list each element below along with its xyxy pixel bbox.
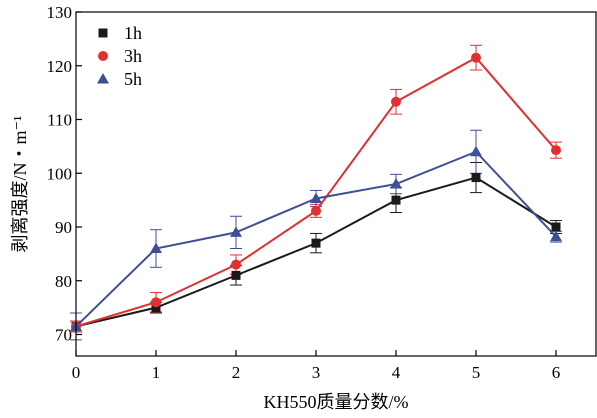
data-point-5h xyxy=(550,230,562,242)
data-point-1h xyxy=(151,303,161,313)
markers-layer xyxy=(70,52,562,332)
y-tick-label: 70 xyxy=(55,326,72,345)
legend-entry-3h: 3h xyxy=(98,46,142,66)
y-axis-title: 剥离强度/N・m⁻¹ xyxy=(10,116,30,253)
data-point-1h xyxy=(471,173,481,183)
plot-frame xyxy=(75,11,597,357)
data-point-1h xyxy=(311,238,321,248)
x-tick-label: 5 xyxy=(472,363,481,382)
legend-entry-1h: 1h xyxy=(98,23,142,43)
data-point-3h xyxy=(231,259,241,270)
data-point-1h xyxy=(231,270,241,280)
y-tick-label: 100 xyxy=(47,164,73,183)
x-tick-label: 2 xyxy=(232,363,241,382)
x-tick-label: 0 xyxy=(72,363,81,382)
y-tick-label: 130 xyxy=(47,3,73,22)
data-point-5h xyxy=(470,145,482,157)
data-point-3h xyxy=(471,52,481,63)
legend-marker-3h xyxy=(98,51,108,61)
data-point-3h xyxy=(391,96,401,107)
x-tick-label: 3 xyxy=(312,363,321,382)
legend-label-1h: 1h xyxy=(124,23,142,43)
data-point-5h xyxy=(390,178,402,189)
legend-label-3h: 3h xyxy=(124,46,142,66)
y-tick-label: 110 xyxy=(47,111,72,130)
legend-marker-5h xyxy=(97,73,109,84)
x-axis-title: KH550质量分数/% xyxy=(264,392,409,412)
legend-label-5h: 5h xyxy=(124,69,142,89)
y-tick-label: 80 xyxy=(55,272,72,291)
data-point-1h xyxy=(391,195,401,205)
legend: 1h 3h 5h xyxy=(97,23,142,89)
data-point-5h xyxy=(310,192,322,204)
ticks-layer: 0 1 2 3 4 5 6 70 80 90 100 110 120 130 xyxy=(47,3,561,382)
x-tick-label: 4 xyxy=(392,363,401,382)
legend-entry-5h: 5h xyxy=(97,69,142,89)
data-point-3h xyxy=(551,145,561,156)
data-point-5h xyxy=(230,226,242,237)
legend-marker-1h xyxy=(98,28,108,38)
x-tick-label: 1 xyxy=(152,363,161,382)
y-tick-label: 120 xyxy=(47,57,73,76)
data-point-3h xyxy=(151,297,161,308)
x-tick-label: 6 xyxy=(552,363,561,382)
y-tick-label: 90 xyxy=(55,218,72,237)
data-point-5h xyxy=(150,242,162,253)
data-point-1h xyxy=(551,222,561,232)
data-point-3h xyxy=(311,205,321,216)
